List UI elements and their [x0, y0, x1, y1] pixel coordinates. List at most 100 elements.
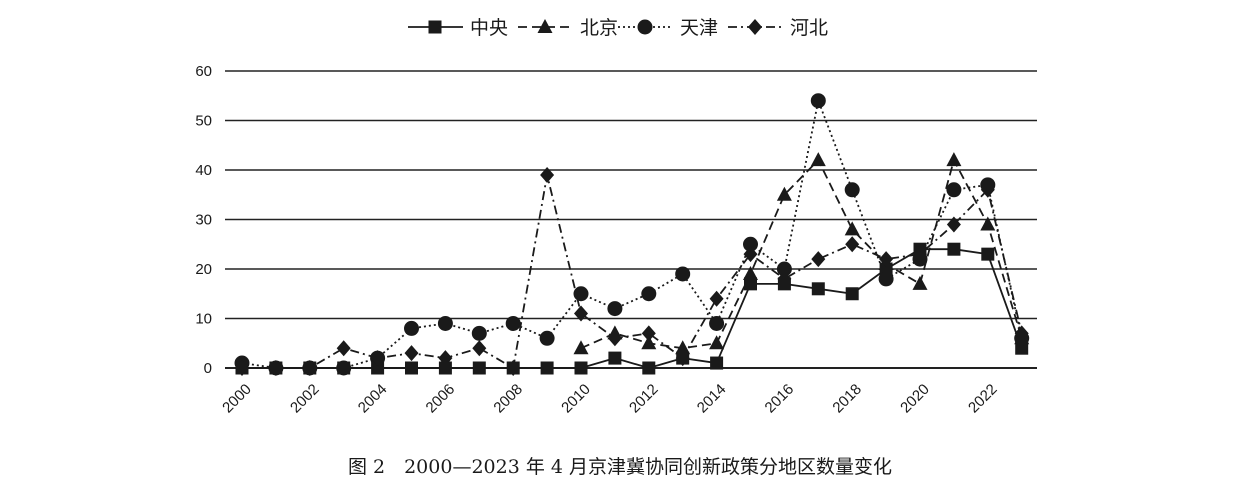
legend-label-4: 河北: [790, 17, 828, 39]
data-point-series-3: [709, 315, 725, 331]
y-tick-label: 50: [195, 113, 212, 130]
data-point-series-4: [811, 251, 826, 268]
x-tick-label: 2020: [897, 381, 933, 417]
legend: 中央 北京 天津 河北: [408, 17, 828, 39]
data-point-series-2: [844, 221, 860, 236]
y-axis-ticks: 0 10 20 30 40 50 60: [195, 63, 212, 377]
x-tick-label: 2000: [219, 381, 255, 417]
y-tick-label: 0: [204, 360, 212, 377]
data-point-series-2: [810, 152, 826, 167]
data-point-series-3: [404, 320, 419, 336]
data-point-series-1: [845, 287, 859, 301]
data-point-series-2: [946, 152, 962, 167]
legend-label-1: 中央: [470, 17, 508, 39]
data-point-series-4: [438, 350, 453, 367]
series-line-3: [241, 99, 1023, 369]
data-point-series-1: [947, 242, 961, 256]
data-point-series-4: [370, 350, 385, 367]
data-point-series-3: [336, 360, 352, 376]
grid-lines: [225, 70, 1037, 369]
data-point-series-1: [710, 356, 724, 370]
data-point-series-1: [744, 277, 757, 291]
data-point-series-4: [879, 251, 894, 268]
data-point-series-4: [607, 330, 622, 347]
data-point-series-1: [642, 361, 656, 375]
data-point-series-2: [641, 335, 657, 350]
legend-label-2: 北京: [580, 17, 618, 39]
data-point-series-4: [980, 181, 995, 198]
data-point-series-2: [912, 275, 928, 290]
data-point-series-1: [472, 361, 486, 375]
data-point-series-4: [743, 246, 758, 263]
data-point-series-2: [573, 340, 589, 355]
x-tick-label: 2006: [423, 381, 459, 417]
data-point-series-2: [675, 340, 691, 355]
x-axis-ticks: 2000 2002 2004 2006 2008 2010 2012 2014 2016 2018…: [219, 381, 1000, 417]
y-tick-label: 30: [195, 212, 212, 229]
x-tick-label: 2004: [355, 381, 391, 417]
data-point-series-4: [709, 290, 724, 307]
data-point-series-3: [776, 261, 792, 277]
data-point-series-4: [268, 360, 283, 376]
legend-marker-1: [428, 20, 442, 34]
data-point-series-4: [845, 236, 860, 253]
data-point-series-3: [641, 286, 657, 302]
data-point-series-4: [540, 166, 555, 183]
x-tick-label: 2002: [287, 381, 323, 417]
data-point-series-1: [981, 247, 995, 261]
data-point-series-4: [336, 340, 351, 357]
series-markers: [234, 93, 1030, 376]
data-point-series-3: [471, 325, 487, 341]
x-tick-label: 2022: [965, 381, 1001, 417]
x-tick-label: 2012: [626, 381, 662, 417]
y-tick-label: 10: [195, 311, 212, 328]
data-point-series-4: [404, 345, 419, 362]
legend-label-3: 天津: [680, 17, 718, 39]
data-point-series-1: [608, 351, 622, 365]
data-point-series-3: [810, 93, 826, 109]
data-point-series-1: [405, 361, 418, 375]
data-point-series-1: [438, 361, 452, 375]
series-line-2: [580, 159, 1023, 350]
data-point-series-4: [302, 360, 317, 376]
y-tick-label: 20: [195, 261, 212, 278]
data-point-series-4: [472, 340, 487, 357]
data-point-series-4: [913, 246, 927, 263]
data-point-series-3: [946, 182, 962, 198]
legend-marker-3: [637, 19, 653, 35]
data-point-series-2: [980, 216, 996, 231]
data-point-series-4: [946, 216, 961, 233]
data-point-series-3: [573, 286, 589, 302]
data-point-series-4: [1014, 325, 1029, 342]
series-line-4: [242, 174, 1023, 369]
data-point-series-3: [743, 236, 758, 252]
x-tick-label: 2010: [558, 381, 594, 417]
data-point-series-2: [709, 335, 725, 350]
y-tick-label: 40: [195, 162, 212, 179]
x-tick-label: 2018: [829, 381, 865, 417]
data-point-series-4: [506, 360, 521, 376]
x-tick-label: 2008: [490, 381, 526, 417]
data-point-series-1: [811, 282, 825, 296]
data-point-series-4: [641, 325, 656, 342]
data-point-series-3: [878, 271, 894, 287]
data-point-series-3: [844, 182, 860, 198]
data-point-series-4: [574, 305, 588, 322]
data-point-series-4: [777, 270, 792, 287]
x-tick-label: 2016: [762, 381, 798, 417]
legend-marker-4: [748, 19, 762, 35]
figure-caption: 图 2 2000—2023 年 4 月京津冀协同创新政策分地区数量变化: [347, 456, 893, 478]
data-point-series-3: [675, 266, 691, 282]
legend-marker-2: [537, 19, 553, 33]
data-point-series-3: [437, 315, 453, 331]
data-point-series-1: [574, 361, 588, 375]
y-tick-label: 60: [195, 63, 212, 80]
data-point-series-2: [743, 265, 758, 280]
data-point-series-1: [540, 361, 554, 375]
data-point-series-3: [607, 301, 623, 317]
series-lines: [241, 99, 1023, 369]
data-point-series-4: [235, 360, 249, 376]
x-tick-label: 2014: [694, 381, 730, 417]
data-point-series-2: [776, 186, 792, 201]
